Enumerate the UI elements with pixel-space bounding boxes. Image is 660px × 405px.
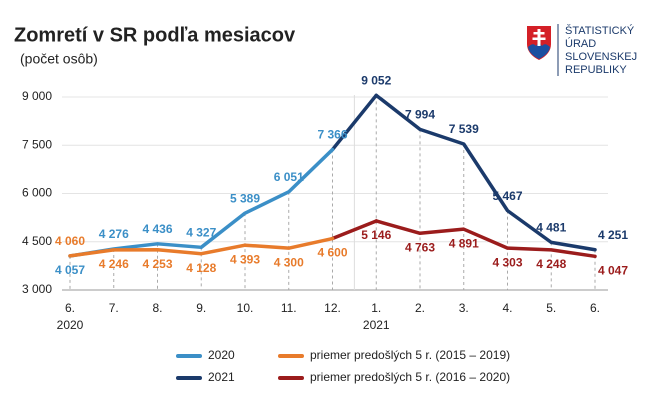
logo-hills (528, 43, 550, 59)
value-label: 7 539 (449, 122, 479, 136)
logo-cross (532, 29, 546, 46)
x-tick-label: 10. (237, 301, 254, 315)
y-tick-label: 3 000 (22, 282, 52, 296)
value-label: 4 393 (230, 252, 260, 266)
y-tick-label: 4 500 (22, 234, 52, 248)
connector (330, 219, 378, 241)
legend-label: priemer predošlých 5 r. (2016 – 2020) (310, 370, 510, 384)
x-tick-label: 12. (324, 301, 341, 315)
y-tick-label: 7 500 (22, 137, 52, 151)
value-label: 7 366 (317, 128, 347, 142)
value-label: 4 251 (598, 228, 628, 242)
value-label: 5 146 (361, 228, 391, 242)
logo-text: SLOVENSKEJ (565, 51, 637, 63)
x-tick-label: 4. (502, 301, 512, 315)
x-tick-label: 3. (459, 301, 469, 315)
value-label: 4 481 (536, 221, 566, 235)
x-tick-label: 1. (371, 301, 381, 315)
x-tick-label: 7. (109, 301, 119, 315)
value-label: 4 057 (55, 263, 85, 277)
series-line (374, 93, 597, 252)
value-label: 4 300 (274, 255, 304, 269)
series-line (374, 219, 597, 259)
legend-label: 2021 (208, 370, 235, 384)
value-label: 4 276 (99, 227, 129, 241)
value-label: 7 994 (405, 108, 435, 122)
value-label: 4 600 (317, 246, 347, 260)
logo (527, 24, 559, 76)
value-label: 4 436 (142, 222, 172, 236)
logo-text: ÚRAD (565, 37, 596, 50)
value-label: 4 248 (536, 257, 566, 271)
legend-label: 2020 (208, 348, 235, 362)
legend-label: priemer predošlých 5 r. (2015 – 2019) (310, 348, 510, 362)
x-tick-label: 5. (546, 301, 556, 315)
value-label: 4 303 (492, 255, 522, 269)
chart-subtitle: (počet osôb) (20, 51, 98, 67)
x-tick-label: 6. (65, 301, 75, 315)
connector (330, 93, 378, 152)
y-tick-label: 9 000 (22, 89, 52, 103)
value-label: 5 389 (230, 191, 260, 205)
series-line (68, 236, 335, 258)
chart-title: Zomretí v SR podľa mesiacov (14, 24, 296, 46)
x-tick-label: 11. (281, 301, 297, 315)
x-tick-label: 6. (590, 301, 600, 315)
x-tick-label: 2. (415, 301, 425, 315)
value-label: 4 327 (186, 225, 216, 239)
value-label: 4 763 (405, 240, 435, 254)
value-label: 4 246 (99, 257, 129, 271)
value-label: 5 467 (492, 189, 522, 203)
logo-text: ŠTATISTICKÝ (565, 24, 635, 37)
value-label: 6 051 (274, 170, 304, 184)
logo-text: REPUBLIKY (565, 64, 627, 76)
value-label: 4 891 (449, 236, 479, 250)
value-label: 4 060 (55, 234, 85, 248)
value-label: 4 047 (598, 263, 628, 277)
x-tick-label: 8. (152, 301, 162, 315)
value-label: 4 253 (142, 257, 172, 271)
value-label: 9 052 (361, 73, 391, 87)
x-tick-label: 9. (196, 301, 206, 315)
x-year-label: 2021 (363, 318, 390, 332)
y-tick-label: 6 000 (22, 186, 52, 200)
x-year-label: 2020 (57, 318, 84, 332)
value-label: 4 128 (186, 261, 216, 275)
